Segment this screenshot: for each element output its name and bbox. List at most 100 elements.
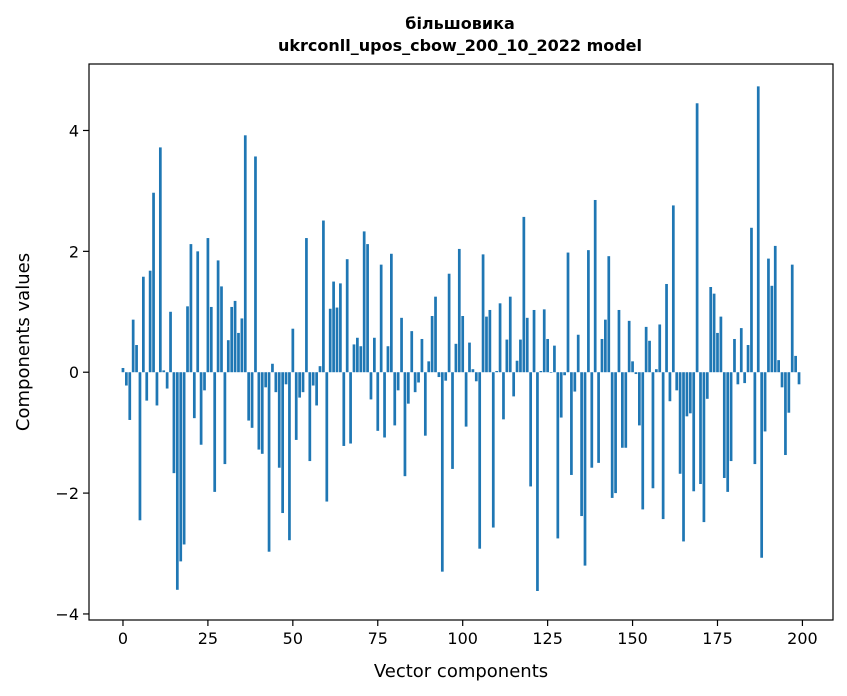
bar	[644, 326, 648, 373]
bar	[753, 372, 757, 465]
bar	[328, 308, 332, 373]
bar	[220, 286, 223, 373]
bar	[257, 372, 261, 450]
bar	[671, 205, 675, 373]
y-axis-label: Components values	[13, 253, 34, 431]
bar	[216, 260, 220, 373]
bar	[716, 332, 719, 373]
bar	[780, 372, 784, 388]
bar	[542, 309, 546, 373]
bar	[661, 372, 665, 520]
bar	[189, 244, 193, 373]
bar	[396, 372, 400, 391]
bar	[532, 309, 536, 373]
bar	[719, 316, 723, 373]
bar	[294, 372, 298, 440]
bar	[743, 372, 747, 384]
bar	[315, 372, 318, 406]
bar	[529, 372, 532, 487]
bar	[444, 372, 448, 381]
bar	[254, 156, 257, 373]
bar	[226, 340, 230, 373]
bar	[288, 372, 291, 541]
bar	[233, 300, 237, 373]
bar	[641, 372, 645, 510]
bar	[138, 372, 142, 521]
bar	[430, 316, 434, 373]
bar	[339, 283, 342, 373]
x-tick-label: 175	[702, 629, 733, 648]
bar	[699, 372, 702, 485]
bar	[247, 372, 251, 421]
bar	[468, 342, 471, 373]
x-tick-label: 200	[787, 629, 818, 648]
bar	[342, 372, 346, 446]
bar	[400, 317, 403, 373]
y-tick-label: 4	[69, 121, 79, 140]
bar	[580, 372, 583, 517]
bar	[570, 372, 573, 475]
bar	[750, 227, 753, 373]
bar	[498, 303, 502, 373]
bar	[665, 283, 668, 373]
bar	[311, 372, 315, 386]
bars-group	[121, 86, 801, 591]
bar	[553, 345, 556, 373]
x-tick-label: 100	[447, 629, 478, 648]
bar	[379, 264, 383, 373]
bar	[593, 199, 597, 373]
bar	[559, 372, 563, 418]
x-tick-label: 50	[283, 629, 303, 648]
bar	[345, 259, 349, 373]
bar	[165, 372, 169, 389]
chart-title-line-2: ukrconll_upos_cbow_200_10_2022 model	[278, 36, 642, 55]
bar	[508, 296, 512, 373]
bar	[135, 345, 138, 373]
bar	[423, 372, 427, 436]
bar	[705, 372, 709, 399]
bar	[590, 372, 594, 468]
bar	[695, 103, 699, 373]
bar	[362, 231, 366, 373]
bar	[722, 372, 726, 478]
bar	[179, 372, 183, 562]
bar	[648, 340, 651, 373]
x-tick-label: 125	[532, 629, 563, 648]
bar	[417, 372, 420, 383]
bar	[688, 372, 692, 414]
bar	[373, 337, 376, 373]
bar	[237, 332, 240, 373]
bar	[563, 372, 566, 376]
bar	[172, 372, 176, 474]
bar	[440, 372, 444, 572]
bar	[627, 320, 631, 373]
bar	[454, 343, 458, 373]
bar	[587, 250, 590, 373]
bar	[760, 372, 764, 558]
bar	[335, 307, 339, 373]
bar	[726, 372, 730, 492]
bar	[787, 372, 791, 413]
bar	[142, 276, 145, 373]
bar	[488, 309, 492, 373]
bar	[162, 370, 166, 373]
bar	[213, 372, 217, 492]
bar	[505, 339, 509, 373]
bar	[515, 360, 519, 373]
bar	[451, 372, 454, 469]
bar	[682, 372, 685, 542]
x-axis-ticks: 0 25 50 75 100 125 150 175 200	[118, 620, 818, 648]
y-tick-label: −4	[55, 605, 79, 624]
bar	[709, 287, 713, 373]
bar	[274, 372, 278, 393]
bar	[305, 238, 308, 373]
bar	[271, 363, 274, 373]
bar	[539, 371, 543, 373]
bar	[199, 372, 203, 445]
bar	[369, 372, 373, 400]
bar	[573, 372, 577, 392]
bar	[250, 372, 254, 428]
bar	[461, 316, 465, 373]
